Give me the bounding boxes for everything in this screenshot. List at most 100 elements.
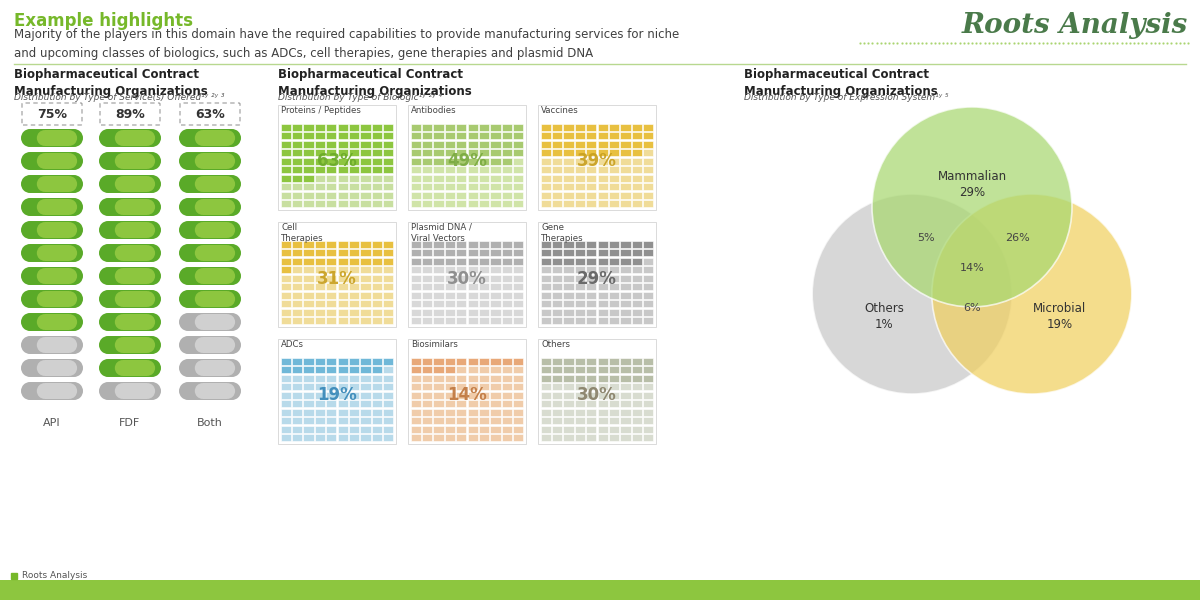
Circle shape (223, 175, 241, 193)
Bar (479, 409, 490, 416)
Bar (620, 283, 631, 290)
Bar (349, 249, 359, 256)
Bar (610, 317, 619, 325)
Bar (372, 366, 382, 373)
Bar (541, 266, 551, 274)
Circle shape (194, 383, 211, 399)
Bar (326, 158, 336, 165)
Bar (479, 191, 490, 199)
Bar (456, 124, 467, 131)
Bar (598, 366, 608, 373)
Bar (44, 383, 70, 399)
Bar (410, 283, 421, 290)
Bar (598, 300, 608, 307)
Bar (491, 183, 500, 190)
Circle shape (37, 337, 53, 353)
Text: Proteins / Peptides: Proteins / Peptides (281, 106, 361, 115)
Bar (422, 275, 432, 282)
Bar (433, 409, 444, 416)
Circle shape (22, 267, 38, 285)
Bar (292, 425, 302, 433)
Bar (30, 244, 74, 262)
Bar (479, 166, 490, 173)
Bar (502, 434, 512, 442)
Bar (281, 366, 290, 373)
Bar (337, 183, 348, 190)
Bar (491, 266, 500, 274)
Bar (541, 241, 551, 248)
Bar (337, 275, 348, 282)
Bar (456, 175, 467, 182)
Text: 63%: 63% (317, 152, 356, 170)
Bar (326, 358, 336, 365)
Bar (632, 292, 642, 299)
Bar (410, 200, 421, 208)
Bar (541, 183, 551, 190)
Bar (598, 383, 608, 391)
Bar (598, 241, 608, 248)
Bar (337, 249, 348, 256)
Circle shape (223, 244, 241, 262)
Bar (620, 434, 631, 442)
Bar (292, 149, 302, 157)
Bar (479, 392, 490, 399)
Bar (538, 105, 656, 210)
Bar (410, 374, 421, 382)
Bar (108, 129, 152, 147)
Bar (502, 283, 512, 290)
Bar (30, 382, 74, 400)
Bar (383, 283, 394, 290)
Bar (433, 317, 444, 325)
Bar (552, 392, 563, 399)
Bar (337, 417, 348, 424)
Bar (326, 132, 336, 139)
Bar (502, 383, 512, 391)
Circle shape (143, 359, 161, 377)
Bar (422, 392, 432, 399)
Bar (643, 241, 654, 248)
Bar (514, 257, 523, 265)
Bar (541, 400, 551, 407)
Bar (479, 417, 490, 424)
Bar (502, 140, 512, 148)
Bar (445, 417, 455, 424)
Bar (410, 158, 421, 165)
Bar (643, 200, 654, 208)
Bar (433, 166, 444, 173)
Bar (552, 308, 563, 316)
Circle shape (61, 360, 77, 376)
Bar (632, 400, 642, 407)
Bar (314, 392, 325, 399)
Bar (445, 383, 455, 391)
Circle shape (223, 359, 241, 377)
Bar (360, 257, 371, 265)
Bar (433, 158, 444, 165)
Bar (314, 124, 325, 131)
Bar (292, 241, 302, 248)
Bar (44, 130, 70, 146)
Bar (314, 358, 325, 365)
Circle shape (194, 176, 211, 192)
Bar (479, 132, 490, 139)
Bar (575, 366, 586, 373)
Bar (598, 374, 608, 382)
Bar (479, 317, 490, 325)
Bar (304, 166, 313, 173)
Bar (304, 175, 313, 182)
Bar (620, 366, 631, 373)
Bar (337, 200, 348, 208)
Bar (514, 266, 523, 274)
Bar (292, 175, 302, 182)
Bar (360, 158, 371, 165)
Circle shape (223, 313, 241, 331)
Bar (349, 425, 359, 433)
Bar (383, 249, 394, 256)
Bar (587, 300, 596, 307)
Bar (456, 374, 467, 382)
Bar (372, 283, 382, 290)
Circle shape (22, 221, 38, 239)
Bar (122, 314, 148, 330)
Bar (445, 400, 455, 407)
Bar (360, 166, 371, 173)
Bar (456, 257, 467, 265)
